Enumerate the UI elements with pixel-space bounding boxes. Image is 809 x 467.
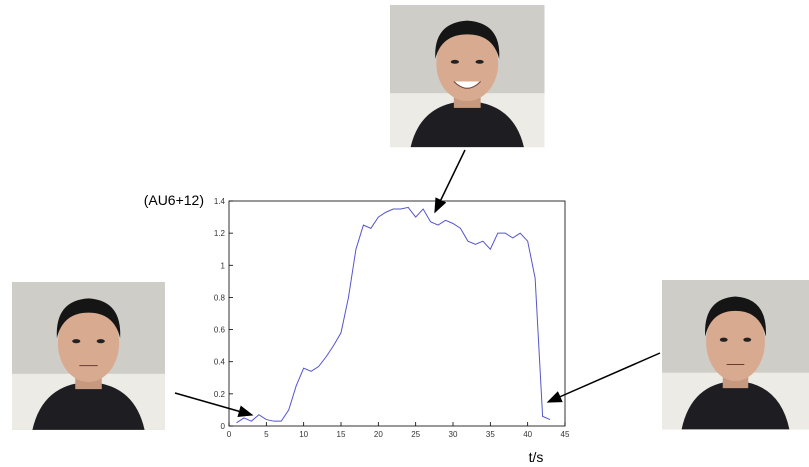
y-tick-label: 0.6 bbox=[214, 326, 226, 335]
y-tick-label: 0.2 bbox=[214, 390, 226, 399]
y-tick-label: 1 bbox=[221, 261, 226, 270]
x-tick-label: 40 bbox=[523, 430, 532, 439]
x-axis-label: t/s bbox=[529, 449, 544, 465]
y-axis-label: (AU6+12) bbox=[144, 192, 204, 208]
y-tick-label: 1.2 bbox=[214, 229, 226, 238]
arrow bbox=[435, 150, 465, 212]
y-tick-label: 0.8 bbox=[214, 293, 226, 302]
y-tick-label: 0.4 bbox=[214, 358, 226, 367]
chart: (AU6+12) t/s 0 5 10 15 20 25 30 35 40 45 0 0.2 0.4 0.… bbox=[0, 0, 809, 467]
plot-frame bbox=[229, 201, 565, 426]
x-tick-label: 0 bbox=[227, 430, 232, 439]
x-tick-label: 20 bbox=[374, 430, 383, 439]
x-tick-label: 10 bbox=[299, 430, 308, 439]
data-line bbox=[236, 207, 550, 422]
photo-left bbox=[12, 282, 165, 430]
x-tick-label: 15 bbox=[337, 430, 346, 439]
y-tick-label: 1.4 bbox=[214, 197, 226, 206]
x-tick-label: 45 bbox=[561, 430, 570, 439]
photo-top bbox=[390, 5, 545, 147]
x-tick-label: 25 bbox=[411, 430, 420, 439]
photo-right bbox=[662, 280, 809, 429]
x-tick-label: 35 bbox=[486, 430, 495, 439]
x-tick-label: 5 bbox=[264, 430, 269, 439]
x-tick-label: 30 bbox=[449, 430, 458, 439]
y-tick-label: 0 bbox=[221, 422, 226, 431]
